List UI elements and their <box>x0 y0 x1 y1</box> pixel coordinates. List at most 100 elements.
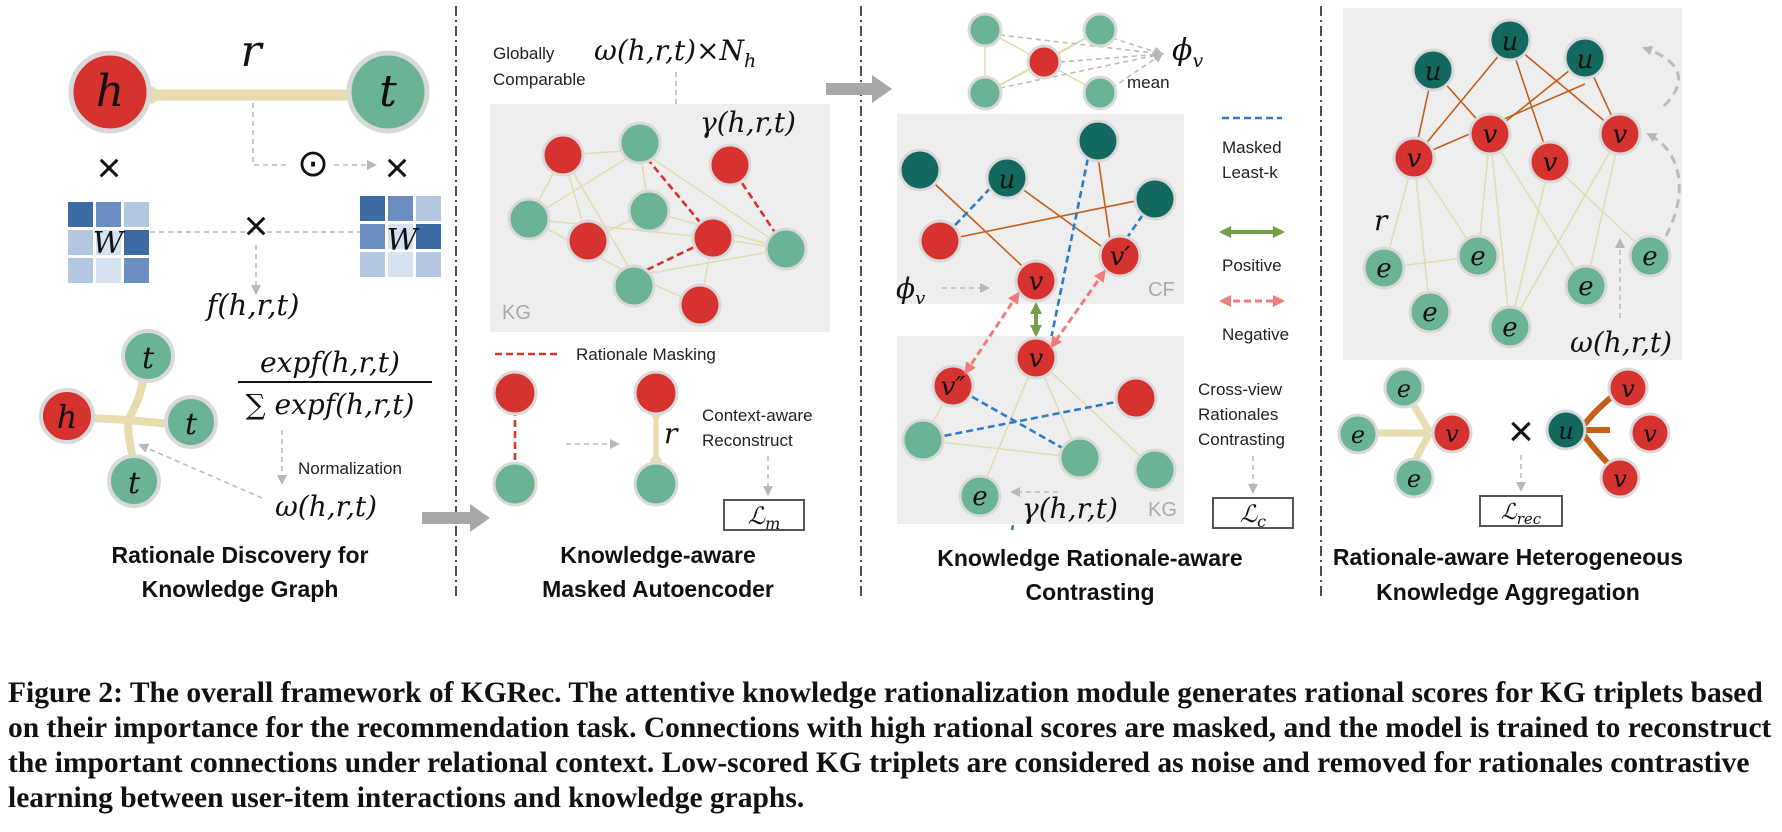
item-node <box>1598 112 1642 156</box>
item-node <box>1599 457 1641 499</box>
entity-label: e <box>1351 421 1365 449</box>
negative-pair-arrow <box>1050 269 1106 349</box>
flow-arrow <box>422 504 490 532</box>
section-title: Knowledge-aware <box>560 542 756 568</box>
kg-nodes <box>507 121 808 327</box>
user-node <box>1563 36 1607 80</box>
user-node <box>985 156 1029 200</box>
gamma-label: γ(h,r,t) <box>1022 492 1118 525</box>
times-symbol: × <box>97 144 122 191</box>
kg-masked-edges <box>922 384 1137 460</box>
tail-entity-node <box>107 454 161 508</box>
dashed-arrow <box>138 443 263 499</box>
head-label: h <box>96 66 124 117</box>
entity-label: e <box>1502 313 1517 343</box>
leastk-label: Least-k <box>1222 163 1278 182</box>
kg-panel-label: KG <box>1148 499 1177 521</box>
matrix-w-label: W <box>387 223 420 258</box>
entity-node <box>901 418 945 462</box>
item-node <box>1431 412 1473 454</box>
head-entity-node <box>39 388 95 444</box>
item-node <box>1114 376 1158 420</box>
omega-label: ω(h,r,t) <box>1570 326 1672 359</box>
weight-matrix-left <box>68 202 149 283</box>
relation-label: r <box>664 417 679 450</box>
entity-label: e <box>1376 254 1391 284</box>
entity-node <box>633 461 679 507</box>
item-node <box>931 364 975 408</box>
section-title: Knowledge Graph <box>142 576 339 602</box>
softmax-numerator: expf(h,r,t) <box>260 346 400 379</box>
loss-c-label: ℒc <box>1240 500 1266 531</box>
item-label: v <box>1029 267 1044 297</box>
section-dividers <box>455 6 1322 600</box>
figure-caption: Figure 2: The overall framework of KGRec… <box>8 677 1772 814</box>
item-label: v″ <box>941 372 966 402</box>
omega-nh-label: ω(h,r,t)×Nh <box>594 34 756 72</box>
item-node <box>1098 234 1142 278</box>
section-title: Rationale-aware Heterogeneous <box>1333 544 1683 570</box>
globally-label: Globally <box>493 44 555 63</box>
dashed-connectors <box>150 103 377 295</box>
entity-node <box>633 370 679 416</box>
contrasting-label: Contrasting <box>1198 430 1285 449</box>
item-label: v <box>1483 120 1498 150</box>
tail-entity-node <box>346 50 430 134</box>
entity-node <box>1133 448 1177 492</box>
comparable-label: Comparable <box>493 70 586 89</box>
section-rationale-contrasting: ϕv mean CF u v v′ ϕv KG <box>896 12 1294 605</box>
entity-node <box>1628 234 1672 278</box>
crossview-label: Cross-view <box>1198 380 1283 399</box>
relation-label: r <box>240 26 264 77</box>
times-symbol: × <box>385 144 410 191</box>
loss-m-label: ℒm <box>748 502 780 533</box>
section-title: Contrasting <box>1025 579 1154 605</box>
entity-node <box>1393 457 1435 499</box>
user-label: u <box>1502 27 1519 57</box>
user-node <box>1133 177 1177 221</box>
section-title: Rationale Discovery for <box>112 542 369 568</box>
negative-pair-arrow <box>964 291 1020 375</box>
item-label: v <box>1643 420 1657 448</box>
section-rationale-discovery: h t r ⊙ × × × W <box>39 26 441 602</box>
times-symbol: × <box>1508 407 1534 456</box>
user-label: u <box>999 165 1016 195</box>
user-node <box>1545 409 1587 451</box>
kg-panel-label: KG <box>502 302 531 324</box>
score-function-label: f(h,r,t) <box>205 288 300 322</box>
mean-label: mean <box>1127 73 1170 92</box>
entity-label: e <box>1422 298 1437 328</box>
item-node <box>1392 136 1436 180</box>
cf-panel-label: CF <box>1148 279 1175 301</box>
item-label: v′ <box>1110 242 1131 272</box>
matrix-w-label: W <box>93 226 126 261</box>
entity-node <box>1456 234 1500 278</box>
section-title: Knowledge Rationale-aware <box>937 545 1242 571</box>
section-masked-autoencoder: Globally Comparable ω(h,r,t)×Nh γ(h,r,t)… <box>490 34 830 602</box>
omega-label: ω(h,r,t) <box>275 490 377 523</box>
item-label: v <box>1613 120 1628 150</box>
head-label: h <box>57 398 78 436</box>
user-node <box>1411 48 1455 92</box>
section-title: Masked Autoencoder <box>542 576 774 602</box>
entity-node <box>967 12 1003 48</box>
item-node <box>1468 112 1512 156</box>
item-node <box>1629 412 1671 454</box>
softmax-denominator: ∑ expf(h,r,t) <box>246 388 415 421</box>
tail-label: t <box>185 407 198 442</box>
item-label: v <box>1029 344 1044 374</box>
tail-label: t <box>379 66 397 117</box>
item-label: v <box>1613 465 1627 493</box>
entity-node <box>958 474 1002 518</box>
positive-label: Positive <box>1222 256 1282 275</box>
entity-node <box>1337 413 1379 455</box>
entity-node <box>1488 305 1532 349</box>
entity-node <box>1362 246 1406 290</box>
times-symbol: × <box>244 202 269 249</box>
entity-node <box>1082 75 1118 111</box>
rationales-label: Rationales <box>1198 405 1278 424</box>
head-entity-node <box>68 50 152 134</box>
weight-matrix-right <box>360 196 441 277</box>
context-aware-label: Context-aware <box>702 406 813 425</box>
relation-label: r <box>1374 204 1389 237</box>
